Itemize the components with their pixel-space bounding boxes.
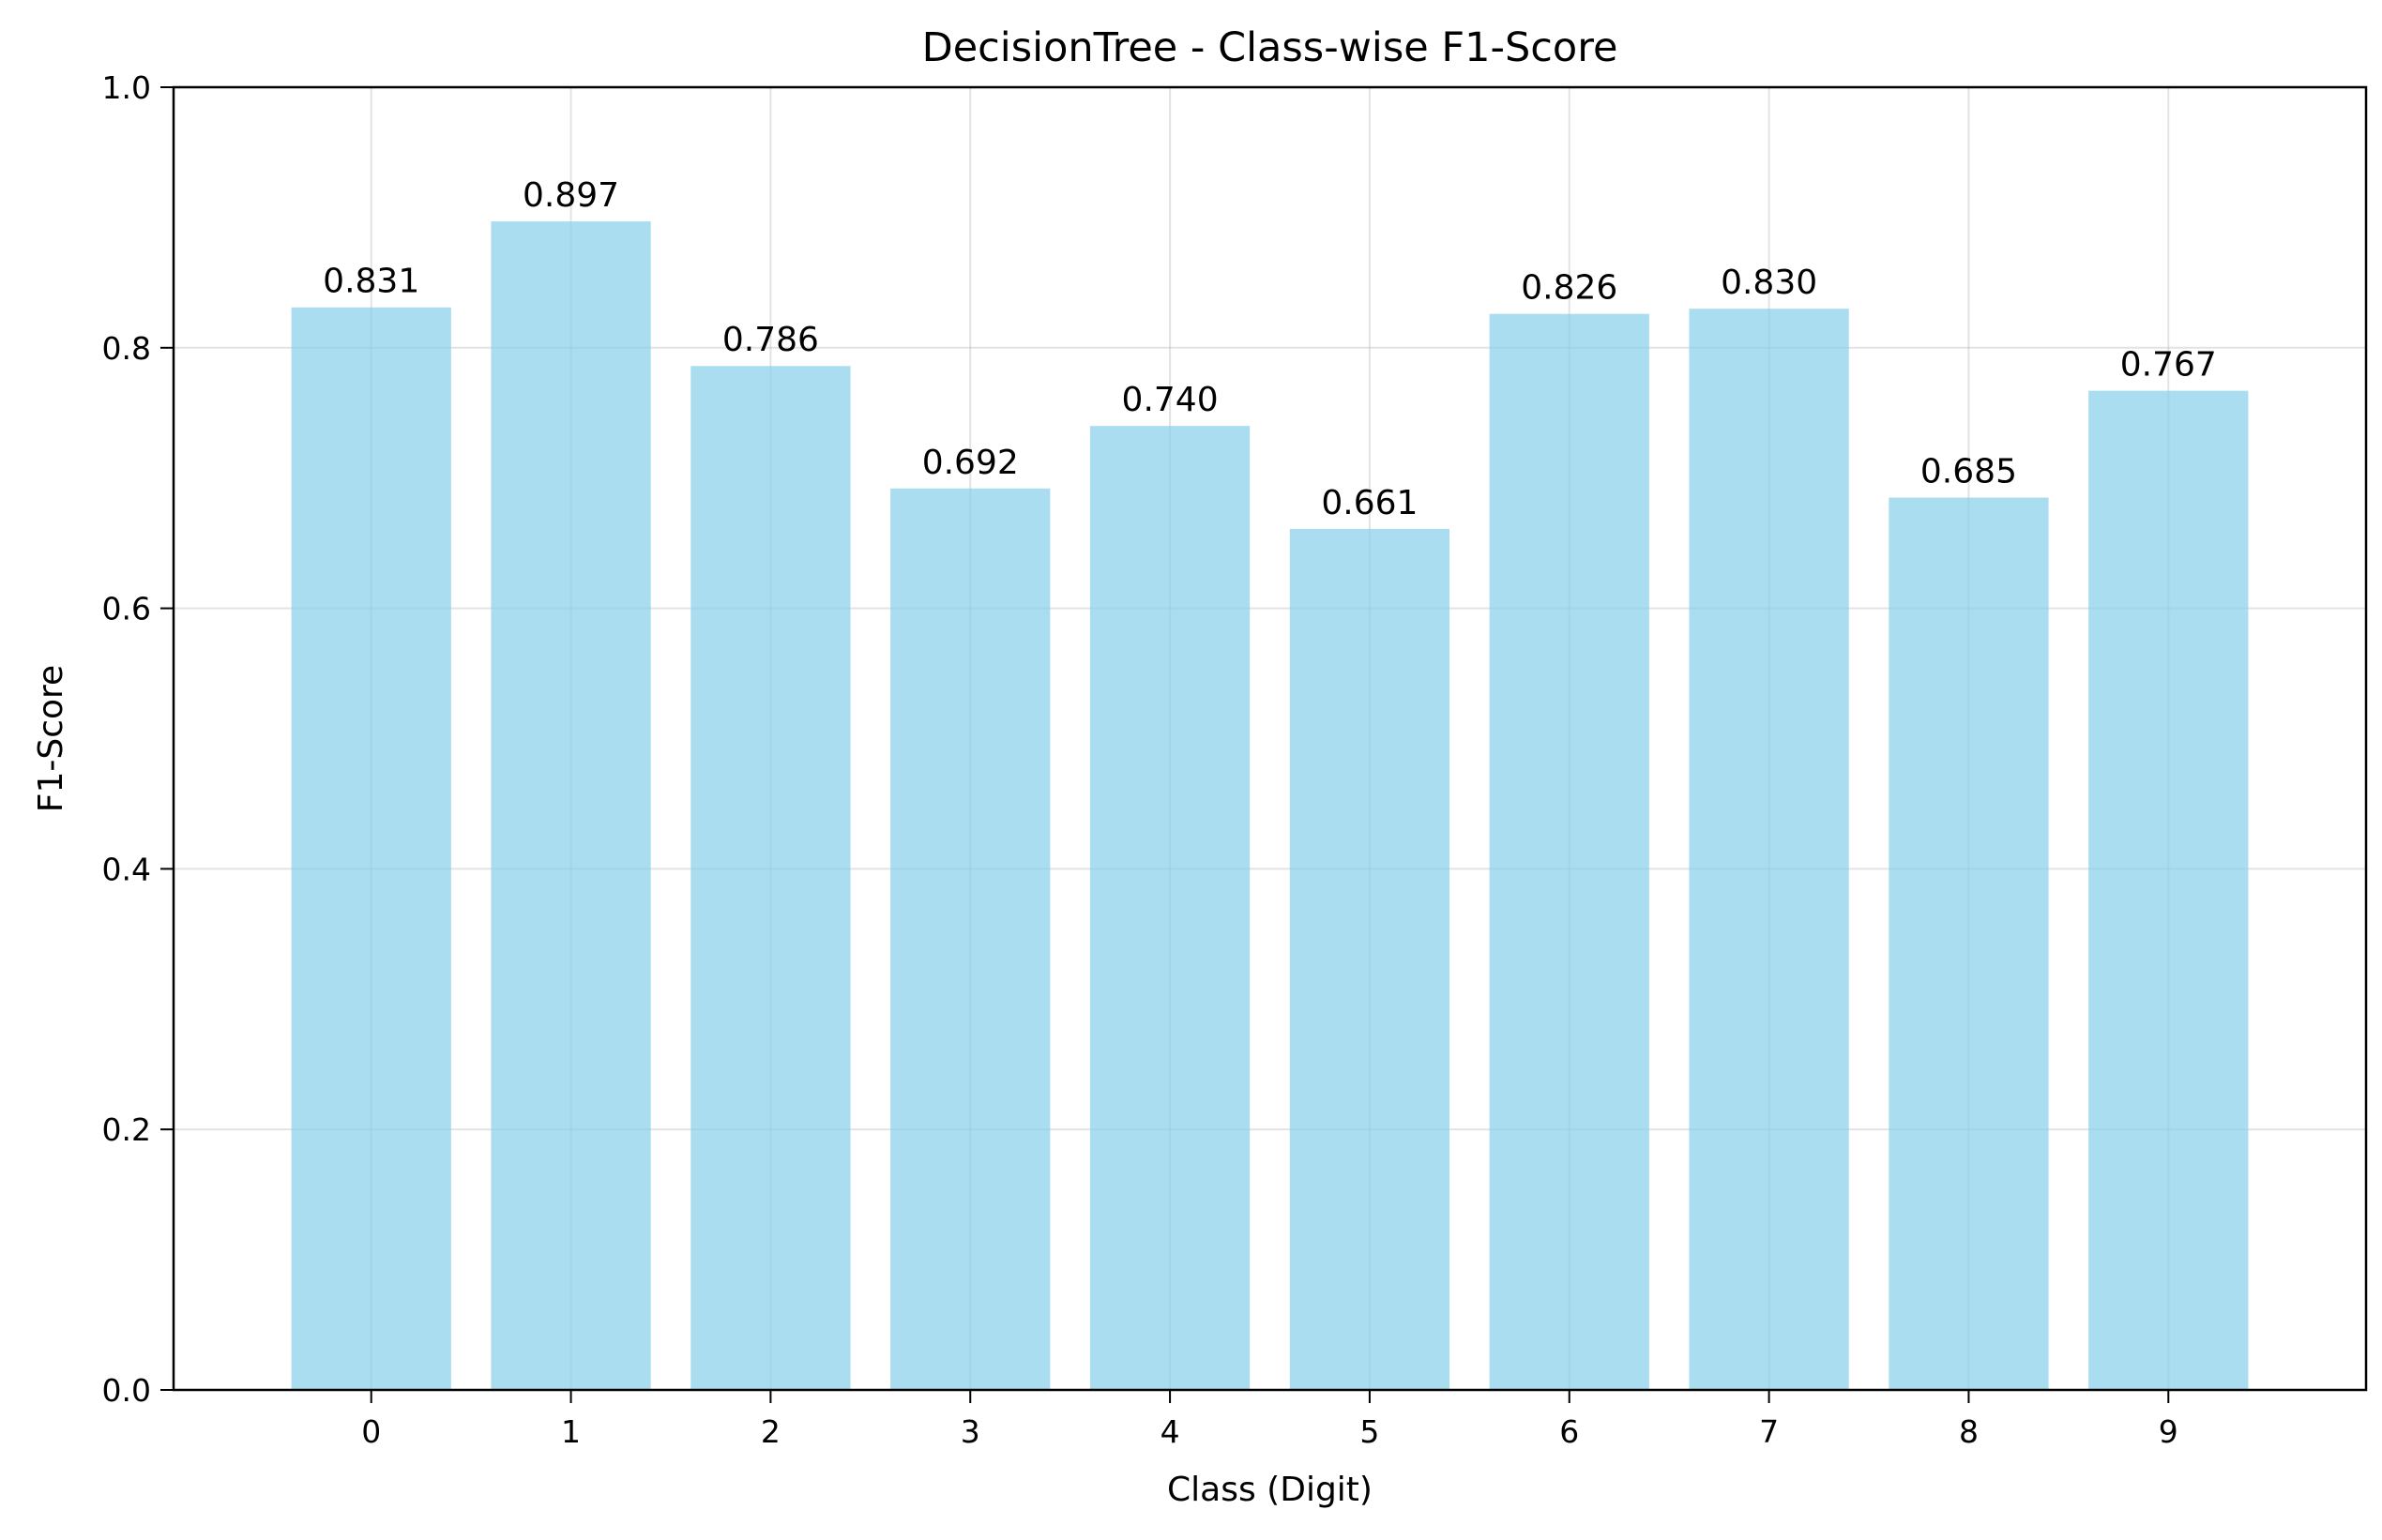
- bar-5: [1289, 528, 1450, 1390]
- y-tick-label-0.0: 0.0: [102, 1372, 151, 1409]
- bar-value-label-0: 0.831: [323, 263, 419, 301]
- bar-value-label-9: 0.767: [2120, 346, 2217, 385]
- y-tick-label-0.2: 0.2: [102, 1111, 151, 1148]
- bar-value-label-7: 0.830: [1721, 264, 1817, 302]
- bar-4: [1089, 426, 1251, 1390]
- x-tick-label-2: 2: [761, 1413, 781, 1450]
- chart-title: DecisionTree - Class-wise F1-Score: [922, 24, 1618, 71]
- bar-layer: [291, 221, 2249, 1391]
- axes-frame: [172, 85, 2368, 1392]
- bar-9: [2088, 390, 2249, 1391]
- bar-value-label-4: 0.740: [1122, 381, 1219, 419]
- y-tick-label-0.8: 0.8: [102, 330, 151, 367]
- y-tick-label-1.0: 1.0: [102, 69, 151, 106]
- bar-value-label-6: 0.826: [1521, 269, 1617, 308]
- x-tick-label-7: 7: [1759, 1413, 1779, 1450]
- bar-3: [890, 488, 1051, 1390]
- x-tick-label-4: 4: [1161, 1413, 1180, 1450]
- bar-0: [291, 307, 451, 1391]
- y-tick-label-0.6: 0.6: [102, 591, 151, 627]
- bar-2: [690, 366, 851, 1391]
- x-tick-label-1: 1: [561, 1413, 581, 1450]
- bar-6: [1489, 313, 1649, 1390]
- bar-value-label-8: 0.685: [1920, 453, 2017, 491]
- x-tick-label-3: 3: [961, 1413, 980, 1450]
- x-tick-label-0: 0: [361, 1413, 381, 1450]
- bar-label-layer: 0.831 0.897 0.786 0.692 0.740 0.661 0.826 0.830…: [323, 176, 2217, 522]
- y-axis-ticks: 0.0 0.2 0.4 0.6 0.8 1.0: [102, 69, 174, 1409]
- x-tick-label-6: 6: [1559, 1413, 1579, 1450]
- x-axis-ticks: 0 1 2 3 4 5 6 7 8 9: [361, 1390, 2178, 1450]
- bar-7: [1689, 309, 1849, 1390]
- bar-8: [1889, 497, 2049, 1390]
- y-tick-label-0.4: 0.4: [102, 851, 151, 887]
- bar-value-label-2: 0.786: [722, 321, 819, 359]
- y-axis-label: F1-Score: [32, 665, 70, 812]
- bar-value-label-1: 0.897: [523, 176, 619, 215]
- bar-value-label-3: 0.692: [922, 444, 1019, 482]
- x-tick-label-8: 8: [1959, 1413, 1979, 1450]
- x-tick-label-9: 9: [2159, 1413, 2178, 1450]
- x-axis-label: Class (Digit): [1167, 1471, 1373, 1509]
- bar-value-label-5: 0.661: [1321, 484, 1418, 522]
- bar-1: [491, 221, 651, 1390]
- x-tick-label-5: 5: [1359, 1413, 1379, 1450]
